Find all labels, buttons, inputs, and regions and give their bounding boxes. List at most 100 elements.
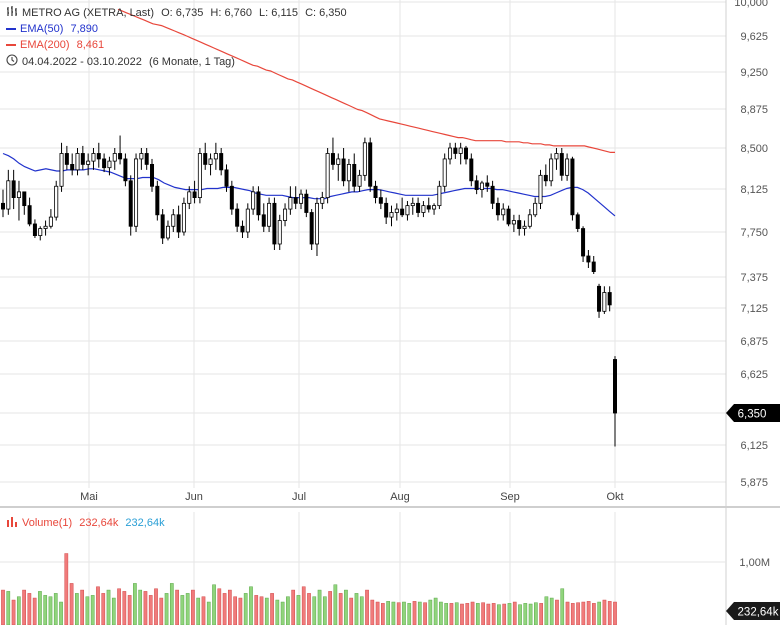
candle-body: [107, 160, 112, 169]
ema50-line-layer: [2, 152, 616, 217]
candle-body: [165, 225, 170, 239]
volume-bar: [491, 603, 496, 626]
candle-body: [128, 180, 133, 227]
candles: [0, 135, 618, 447]
volume-value: 232,64k: [79, 517, 119, 529]
volume-bar: [338, 593, 343, 626]
volume-bar: [365, 589, 369, 626]
candle-body: [176, 214, 181, 233]
volume-bar: [333, 584, 338, 626]
candle-body: [181, 202, 186, 233]
volume-bar: [264, 597, 269, 626]
candle-body: [160, 214, 165, 239]
volume-bar: [117, 588, 121, 626]
volume-bar: [238, 597, 243, 626]
candle-body: [485, 182, 490, 187]
volume-bar: [1, 589, 5, 626]
date-range-row: 04.04.2022 - 03.10.2022 (6 Monate, 1 Tag…: [6, 54, 235, 69]
candle-body: [32, 223, 37, 236]
volume-bar: [27, 593, 32, 626]
candle-body: [299, 193, 304, 204]
candle-body: [458, 147, 463, 154]
volume-axis: 1,00M: [739, 557, 770, 569]
y-tick-label: 5,875: [740, 477, 768, 489]
date-range-detail: (6 Monate, 1 Tag): [148, 56, 235, 68]
candle-body: [410, 202, 415, 207]
candle-body: [112, 153, 117, 162]
candle-body: [463, 147, 468, 160]
volume-bar: [101, 593, 106, 626]
volume-last-badge: 232,64k: [726, 602, 780, 620]
volume-bar: [127, 595, 132, 626]
volume-bar: [270, 593, 274, 626]
candle-body: [325, 153, 330, 198]
volume-legend: Volume(1) 232,64k 232,64k: [6, 516, 165, 530]
volume-bars-icon: [6, 516, 18, 527]
y-axis-ticks: 10,000 9,625 9,250 8,875 8,500 8,125 7,750 7,37…: [734, 0, 768, 489]
volume-bar: [328, 591, 332, 626]
volume-bar: [423, 602, 427, 626]
ema200-legend[interactable]: EMA(200) 8,461: [6, 38, 104, 52]
candle-body: [581, 228, 586, 257]
ema50-name: EMA(50): [20, 23, 64, 35]
candle-body: [538, 174, 543, 204]
volume-bar: [544, 596, 549, 626]
ema50-swatch: [6, 28, 16, 31]
candle-body: [203, 153, 208, 165]
ema50-legend[interactable]: EMA(50) 7,890: [6, 22, 98, 36]
volume-bar: [22, 589, 26, 626]
ema200-name: EMA(200): [20, 39, 70, 51]
candle-body: [75, 153, 80, 171]
y-tick-label: 10,000: [734, 0, 768, 9]
candle-body: [416, 202, 421, 213]
volume-y-tick-label: 1,00M: [739, 557, 770, 569]
candle-body: [171, 214, 176, 227]
ema200-swatch: [6, 44, 16, 47]
volume-bar: [507, 603, 512, 626]
candle-body: [448, 147, 453, 160]
last-price-label: 6,350: [738, 409, 767, 421]
candle-body: [527, 214, 532, 227]
volume-bar: [402, 601, 406, 626]
volume-bar: [512, 601, 517, 626]
candle-body: [533, 202, 538, 216]
candle-body: [288, 197, 293, 210]
candle-body: [80, 153, 85, 165]
ohlc-icon: [6, 6, 18, 17]
volume-bar: [454, 602, 459, 626]
volume-bars: [1, 553, 617, 626]
volume-bar: [375, 601, 380, 626]
volume-bar: [212, 584, 216, 626]
x-tick-label: Mai: [80, 491, 98, 503]
candle-body: [554, 153, 559, 160]
low-label: L:: [259, 7, 269, 19]
candle-body: [59, 153, 64, 187]
volume-bar: [433, 597, 438, 626]
x-tick-label: Aug: [390, 491, 410, 503]
volume-bar: [528, 603, 533, 626]
volume-bar: [465, 603, 470, 626]
volume-bar: [106, 589, 111, 626]
volume-bar: [301, 586, 306, 626]
volume-bar: [59, 601, 63, 626]
volume-bar: [85, 596, 90, 626]
candle-body: [426, 205, 431, 210]
candle-body: [11, 180, 16, 199]
candle-body: [432, 205, 437, 210]
volume-bar: [280, 601, 285, 626]
candle-body: [346, 163, 351, 182]
volume-bar: [307, 593, 311, 626]
candle-body: [70, 163, 75, 171]
candle-body: [123, 158, 128, 182]
candle-body: [309, 212, 314, 245]
x-tick-label: Okt: [606, 491, 623, 503]
candle-body: [245, 208, 250, 233]
candle-body: [384, 202, 389, 218]
candle-body: [389, 212, 394, 218]
candle-body: [511, 220, 516, 225]
volume-bar: [32, 597, 37, 626]
y-tick-label: 8,875: [740, 104, 768, 116]
volume-bar: [217, 588, 222, 626]
volume-bar: [518, 604, 522, 626]
